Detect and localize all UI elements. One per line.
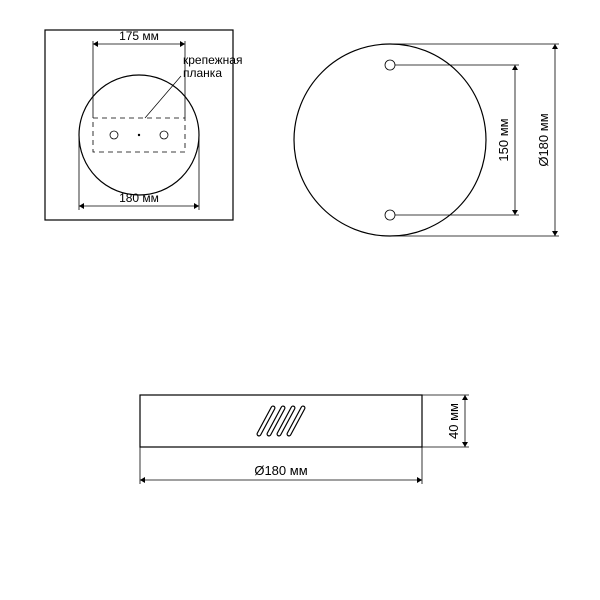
dim-180-top-label: 180 мм	[119, 191, 159, 205]
dim-175-label: 175 мм	[119, 29, 159, 43]
svg-text:40 мм: 40 мм	[446, 403, 461, 439]
side-view	[140, 395, 422, 447]
top-view	[294, 44, 486, 236]
svg-text:Ø180 мм: Ø180 мм	[254, 463, 307, 478]
svg-text:150 мм: 150 мм	[496, 118, 511, 161]
svg-text:Ø180 мм: Ø180 мм	[536, 113, 551, 166]
